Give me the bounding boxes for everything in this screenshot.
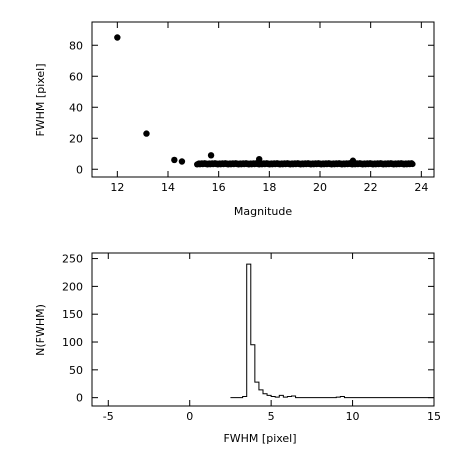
scatter-x-tick-label: 18 xyxy=(262,181,276,194)
scatter-x-tick-label: 12 xyxy=(110,181,124,194)
scatter-point xyxy=(409,160,416,168)
scatter-point xyxy=(256,155,263,163)
histogram-y-tick-label: 50 xyxy=(69,364,83,377)
scatter-points xyxy=(114,34,416,168)
scatter-ticks: 12 14 16 18 20 22 24 0 20 40 60 80 xyxy=(69,22,434,194)
histogram-y-tick-label: 200 xyxy=(62,280,83,293)
histogram-x-tick-label: 5 xyxy=(268,410,275,423)
scatter-x-tick-label: 20 xyxy=(313,181,327,194)
histogram-x-tick-label: 0 xyxy=(186,410,193,423)
scatter-panel: 12 14 16 18 20 22 24 0 20 40 60 80 Magnitude FWHM [… xyxy=(34,21,435,218)
scatter-point xyxy=(171,156,178,164)
scatter-x-tick-label: 16 xyxy=(212,181,226,194)
scatter-point xyxy=(143,130,150,137)
histogram-y-tick-label: 250 xyxy=(62,253,83,266)
scatter-y-tick-label: 0 xyxy=(76,163,83,176)
scatter-x-axis-label: Magnitude xyxy=(234,205,293,218)
histogram-axes-frame xyxy=(91,252,435,407)
scatter-axes-frame xyxy=(91,21,435,178)
scatter-y-tick-label: 40 xyxy=(69,101,83,114)
histogram-x-axis-label: FWHM [pixel] xyxy=(223,432,296,445)
scatter-x-tick-label: 14 xyxy=(161,181,175,194)
histogram-x-tick-label: -5 xyxy=(103,410,114,423)
scatter-y-tick-label: 20 xyxy=(69,132,83,145)
scatter-point xyxy=(207,152,215,159)
histogram-y-tick-label: 150 xyxy=(62,308,83,321)
histogram-x-tick-label: 15 xyxy=(427,410,441,423)
scatter-point xyxy=(178,158,186,165)
histogram-y-tick-label: 100 xyxy=(62,336,83,349)
histogram-steps xyxy=(230,263,434,399)
histogram-y-tick-label: 0 xyxy=(76,392,83,405)
scatter-y-axis-label: FWHM [pixel] xyxy=(34,63,47,136)
histogram-x-tick-label: 10 xyxy=(346,410,360,423)
scatter-y-tick-label: 80 xyxy=(69,39,83,52)
scatter-y-tick-label: 60 xyxy=(69,70,83,83)
histogram-y-axis-label: N(FWHM) xyxy=(34,304,47,356)
scatter-x-tick-label: 22 xyxy=(364,181,378,194)
scatter-x-tick-label: 24 xyxy=(414,181,428,194)
scatter-point xyxy=(114,34,121,41)
scatter-point xyxy=(349,157,357,164)
